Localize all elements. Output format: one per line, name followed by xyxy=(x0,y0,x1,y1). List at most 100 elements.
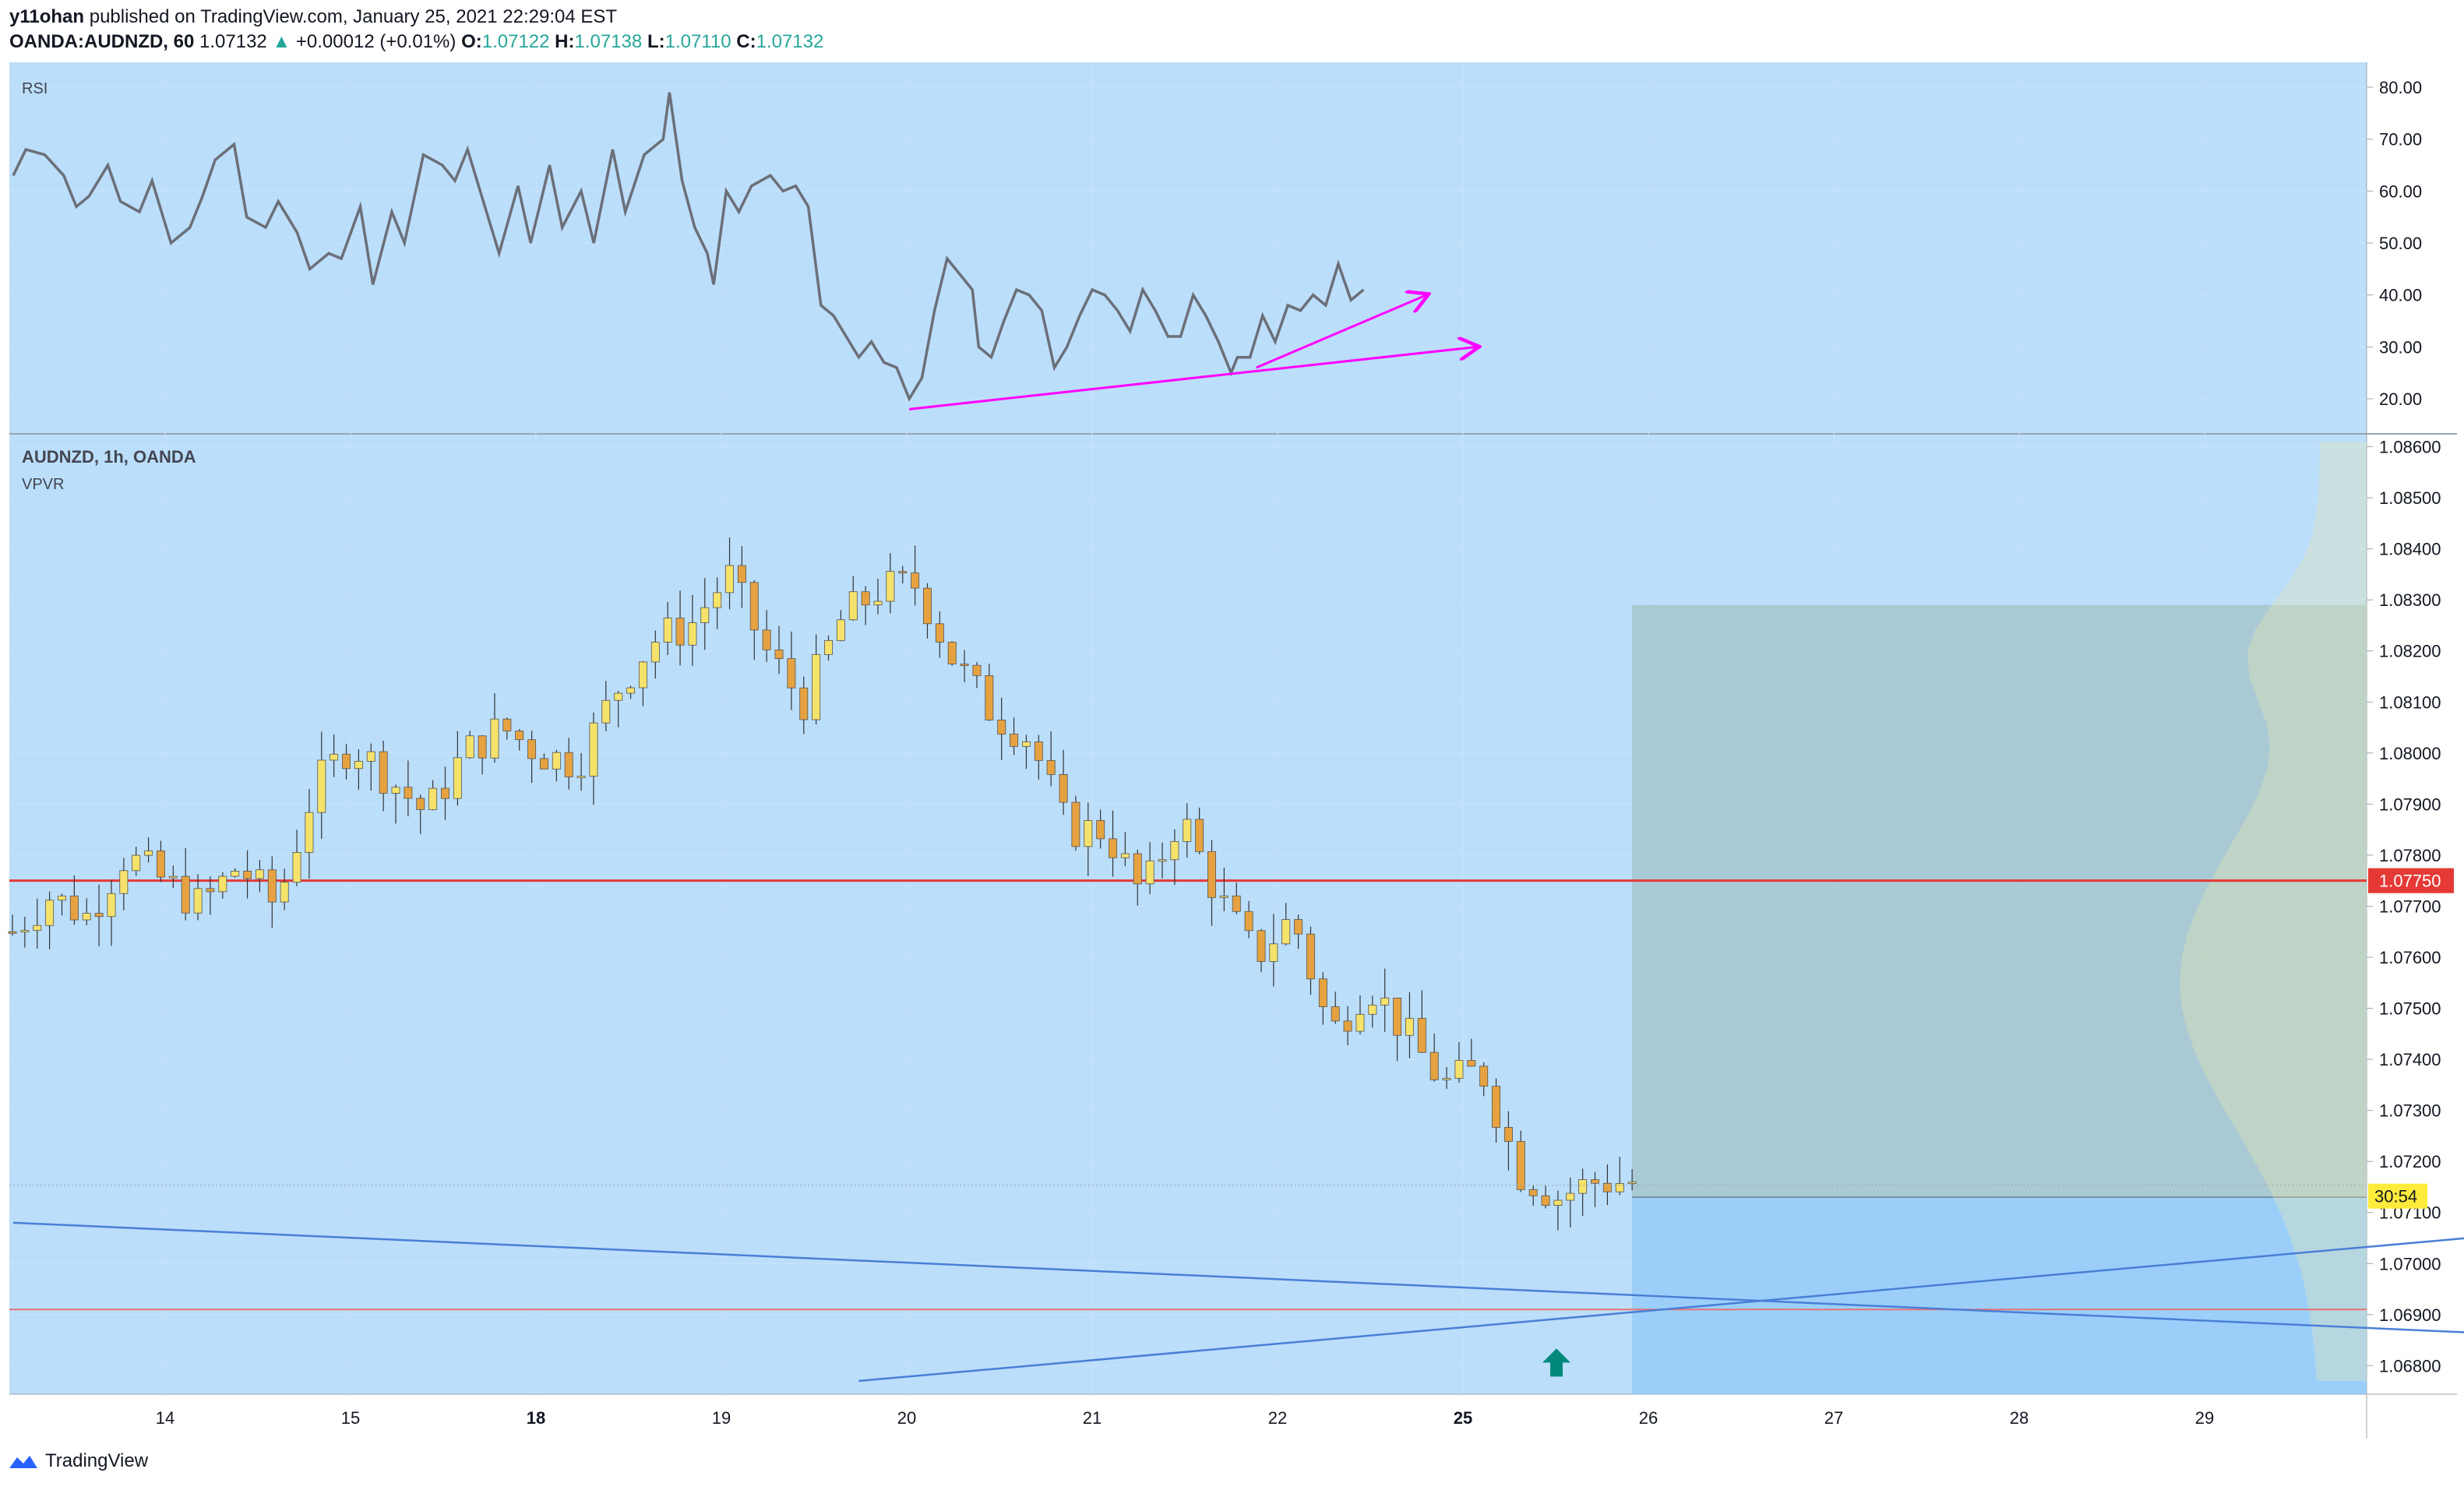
candle xyxy=(985,664,994,721)
candle xyxy=(1627,1169,1637,1191)
candle-body xyxy=(589,722,598,777)
candle xyxy=(1393,997,1402,1062)
candle xyxy=(267,856,277,928)
candle xyxy=(156,840,165,882)
candle xyxy=(94,884,104,946)
level-price-badge xyxy=(2368,868,2454,893)
candle xyxy=(947,641,957,666)
candle xyxy=(1467,1038,1476,1067)
candle-body xyxy=(453,757,462,799)
symbol-name[interactable]: OANDA:AUDNZD, 60 xyxy=(9,31,195,52)
trendline[interactable] xyxy=(858,1223,2464,1383)
rsi-tick-label: 30.00 xyxy=(2379,337,2422,357)
candle-body xyxy=(1133,853,1142,885)
candle-body xyxy=(1021,741,1031,747)
candle xyxy=(1380,968,1390,1032)
candle xyxy=(1195,807,1204,854)
candle xyxy=(737,546,746,608)
rsi-tick-label: 80.00 xyxy=(2379,78,2422,97)
candle-body xyxy=(1393,997,1402,1036)
rsi-tick-label: 40.00 xyxy=(2379,286,2422,305)
candle-body xyxy=(1355,1013,1365,1032)
candle xyxy=(465,731,474,759)
rsi-pane[interactable] xyxy=(9,62,2367,433)
price-tick-label: 1.08600 xyxy=(2379,438,2441,457)
candle xyxy=(713,577,722,629)
candle xyxy=(305,788,314,879)
candle-body xyxy=(774,649,784,660)
position-stop-zone[interactable] xyxy=(1632,1197,2367,1394)
candle-body xyxy=(292,851,301,883)
candle-body xyxy=(478,735,487,759)
candle xyxy=(1257,928,1266,973)
candle-body xyxy=(1429,1051,1439,1080)
candle-body xyxy=(218,875,227,893)
candle-body xyxy=(144,851,153,856)
candle xyxy=(1503,1111,1513,1171)
footer-brand[interactable]: TradingView xyxy=(8,1450,148,1472)
candle-body xyxy=(255,869,264,879)
price-tick-label: 1.07400 xyxy=(2379,1050,2441,1069)
candle xyxy=(1084,802,1093,876)
open-label: O: xyxy=(461,31,482,52)
candle xyxy=(898,565,908,584)
candle xyxy=(45,891,55,949)
candle xyxy=(1442,1066,1451,1090)
time-axis[interactable] xyxy=(9,1394,2367,1439)
candle-body xyxy=(391,787,400,794)
position-target-zone[interactable] xyxy=(1632,604,2367,1198)
candle-body xyxy=(564,752,573,777)
candle-body xyxy=(45,900,55,926)
candle-body xyxy=(132,854,141,872)
divergence-arrow[interactable] xyxy=(909,347,1477,410)
candle xyxy=(404,760,413,817)
candle xyxy=(774,625,784,675)
candle xyxy=(119,858,129,911)
candle-body xyxy=(354,760,363,770)
countdown-badge xyxy=(2368,1183,2427,1209)
candle xyxy=(1010,717,1019,756)
candle xyxy=(502,717,512,740)
candle-body xyxy=(960,664,969,666)
candle xyxy=(1207,840,1216,926)
candle-body xyxy=(206,888,215,893)
up-triangle-icon: ▲ xyxy=(272,31,291,52)
candle xyxy=(638,660,647,706)
candle xyxy=(33,898,42,949)
candle-body xyxy=(886,571,895,602)
candle-body xyxy=(465,735,474,759)
rsi-tick-label: 50.00 xyxy=(2379,234,2422,253)
candle-body xyxy=(490,718,499,759)
candle-body xyxy=(1318,978,1327,1007)
candle-body xyxy=(527,739,537,759)
divergence-arrow[interactable] xyxy=(1256,295,1427,369)
up-arrow-icon[interactable] xyxy=(1542,1348,1570,1377)
candle-body xyxy=(972,664,982,676)
candle xyxy=(490,693,499,763)
candle xyxy=(1417,990,1426,1053)
candle-body xyxy=(1244,911,1253,932)
price-tick-label: 1.07800 xyxy=(2379,846,2441,865)
candle-body xyxy=(317,759,326,813)
candle-body xyxy=(663,618,672,643)
candle xyxy=(1059,749,1068,815)
candle xyxy=(1120,832,1130,867)
candle-body xyxy=(58,895,66,901)
publisher-username[interactable]: y11ohan xyxy=(9,6,85,27)
candle-body xyxy=(935,623,944,643)
candle-body xyxy=(379,751,388,794)
candle-body xyxy=(1627,1182,1637,1184)
candle-body xyxy=(1454,1059,1464,1079)
candle-body xyxy=(713,592,722,608)
candle-body xyxy=(33,925,42,931)
candle xyxy=(1294,914,1303,949)
candle-body xyxy=(20,930,30,933)
candle xyxy=(206,876,215,915)
level-price-label: 1.07750 xyxy=(2379,872,2441,891)
candle-body xyxy=(1084,819,1093,847)
price-axis[interactable] xyxy=(2367,62,2457,1441)
trendline[interactable] xyxy=(12,1221,2464,1340)
candle-body xyxy=(168,875,178,879)
time-tick-label: 18 xyxy=(527,1408,545,1428)
